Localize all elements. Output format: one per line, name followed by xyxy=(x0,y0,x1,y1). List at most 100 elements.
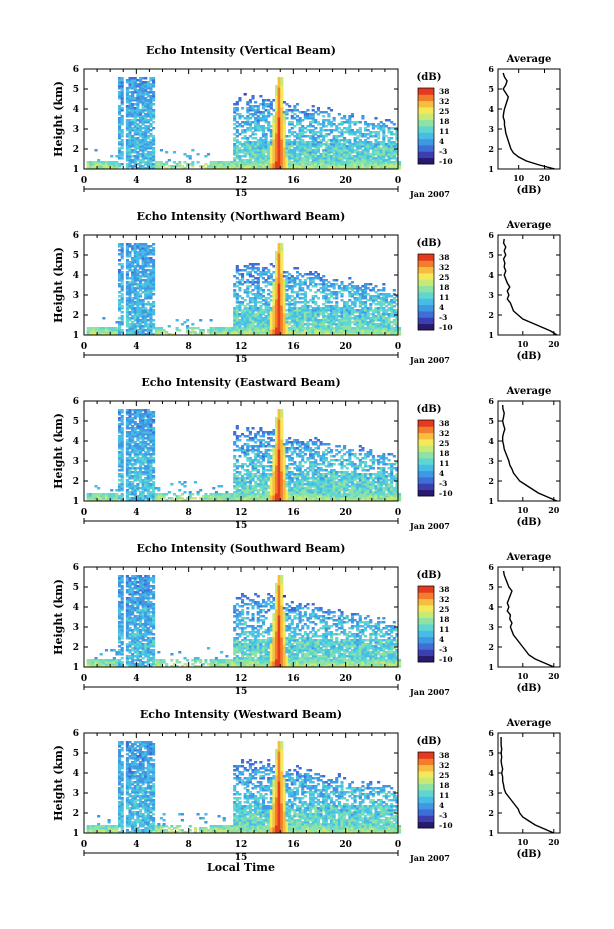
heatmap-cell xyxy=(277,277,281,280)
heatmap-cell xyxy=(358,289,362,292)
heatmap-cell xyxy=(144,445,148,448)
heatmap-cell xyxy=(384,135,389,138)
heatmap-cell xyxy=(133,427,137,430)
heatmap-cell xyxy=(353,131,357,134)
heatmap-cell xyxy=(238,123,242,126)
heatmap-cell xyxy=(146,127,150,130)
heatmap-cell xyxy=(309,163,313,166)
heatmap-cell xyxy=(246,129,250,132)
heatmap-cell xyxy=(335,295,339,298)
heatmap-cell xyxy=(264,163,268,166)
heatmap-cell xyxy=(138,459,143,462)
heatmap-cell xyxy=(149,487,153,490)
heatmap-cell xyxy=(118,469,122,472)
heatmap-cell xyxy=(369,163,373,166)
heatmap-cell xyxy=(238,319,242,322)
heatmap-cell xyxy=(363,305,368,308)
heatmap-cell xyxy=(280,105,284,108)
colorbar-segment xyxy=(418,288,434,293)
heatmap-cell xyxy=(128,277,132,280)
heatmap-cell xyxy=(329,131,334,134)
heatmap-cell xyxy=(141,123,145,126)
heatmap-cell xyxy=(133,467,137,470)
heatmap-cell xyxy=(254,129,258,132)
heatmap-cell xyxy=(102,499,106,502)
heatmap-cell xyxy=(241,107,245,110)
heatmap-cell xyxy=(395,323,399,326)
heatmap-cell xyxy=(264,319,268,322)
heatmap-cell xyxy=(138,245,143,248)
heatmap-cell xyxy=(128,263,132,266)
heatmap-cell xyxy=(343,131,347,134)
heatmap-cell xyxy=(217,331,221,334)
heatmap-cell xyxy=(241,145,245,148)
heatmap-cell xyxy=(149,77,153,80)
heatmap-cell xyxy=(269,311,273,314)
heatmap-cell xyxy=(329,109,334,112)
heatmap-cell xyxy=(235,327,239,330)
heatmap-cell xyxy=(337,139,341,142)
heatmap-cell xyxy=(316,329,320,332)
heatmap-cell xyxy=(277,103,281,106)
heatmap-cell xyxy=(243,93,247,96)
heatmap-cell xyxy=(149,95,153,98)
heatmap-cell xyxy=(272,299,276,302)
heatmap-cell xyxy=(358,129,362,132)
heatmap-cell xyxy=(267,129,271,132)
heatmap-cell xyxy=(264,327,268,330)
heatmap-cell xyxy=(120,287,124,290)
heatmap-cell xyxy=(128,79,132,82)
heatmap-cell xyxy=(251,149,255,152)
heatmap-cell xyxy=(298,145,302,148)
heatmap-cell xyxy=(288,105,292,108)
heatmap-cell xyxy=(301,283,305,286)
heatmap-cell xyxy=(371,143,375,146)
heatmap-cell xyxy=(377,123,381,126)
heatmap-cell xyxy=(152,267,156,270)
heatmap-cell xyxy=(128,85,132,88)
heatmap-cell xyxy=(191,331,195,334)
heatmap-cell xyxy=(306,167,310,170)
heatmap-cell xyxy=(118,153,122,156)
heatmap-cell xyxy=(322,289,326,292)
heatmap-cell xyxy=(89,165,93,168)
heatmap-cell xyxy=(267,319,271,322)
heatmap-cell xyxy=(275,121,279,124)
heatmap-cell xyxy=(280,127,284,130)
heatmap-cell xyxy=(131,433,135,436)
heatmap-cell xyxy=(128,107,132,110)
heatmap-cell xyxy=(382,143,386,146)
heatmap-cell xyxy=(146,329,150,332)
heatmap-cell xyxy=(131,489,135,492)
heatmap-cell xyxy=(141,307,145,310)
heatmap-cell xyxy=(251,151,255,154)
panel-title: Echo Intensity (Vertical Beam) xyxy=(146,44,336,57)
heatmap-cell xyxy=(256,153,260,156)
heatmap-cell xyxy=(392,305,396,308)
heatmap-cell xyxy=(125,425,129,428)
heatmap-cell xyxy=(131,317,135,320)
heatmap-cell xyxy=(233,139,237,142)
heatmap-cell xyxy=(277,121,281,124)
heatmap-cell xyxy=(131,417,135,420)
heatmap-cell xyxy=(217,165,221,168)
heatmap-cell xyxy=(152,263,156,266)
heatmap-cell xyxy=(149,321,153,324)
heatmap-cell xyxy=(120,293,124,296)
heatmap-cell xyxy=(254,301,258,304)
heatmap-cell xyxy=(259,271,263,274)
heatmap-cell xyxy=(133,85,137,88)
heatmap-cell xyxy=(141,109,145,112)
heatmap-cell xyxy=(392,141,396,144)
heatmap-cell xyxy=(314,111,318,114)
heatmap-cell xyxy=(350,321,355,324)
heatmap-cell xyxy=(358,329,362,332)
heatmap-cell xyxy=(133,115,137,118)
heatmap-cell xyxy=(102,331,106,334)
heatmap-cell xyxy=(133,461,137,464)
heatmap-cell xyxy=(110,165,114,168)
heatmap-cell xyxy=(133,97,137,100)
heatmap-cell xyxy=(337,307,341,310)
heatmap-cell xyxy=(136,423,140,426)
heatmap-cell xyxy=(306,331,310,334)
